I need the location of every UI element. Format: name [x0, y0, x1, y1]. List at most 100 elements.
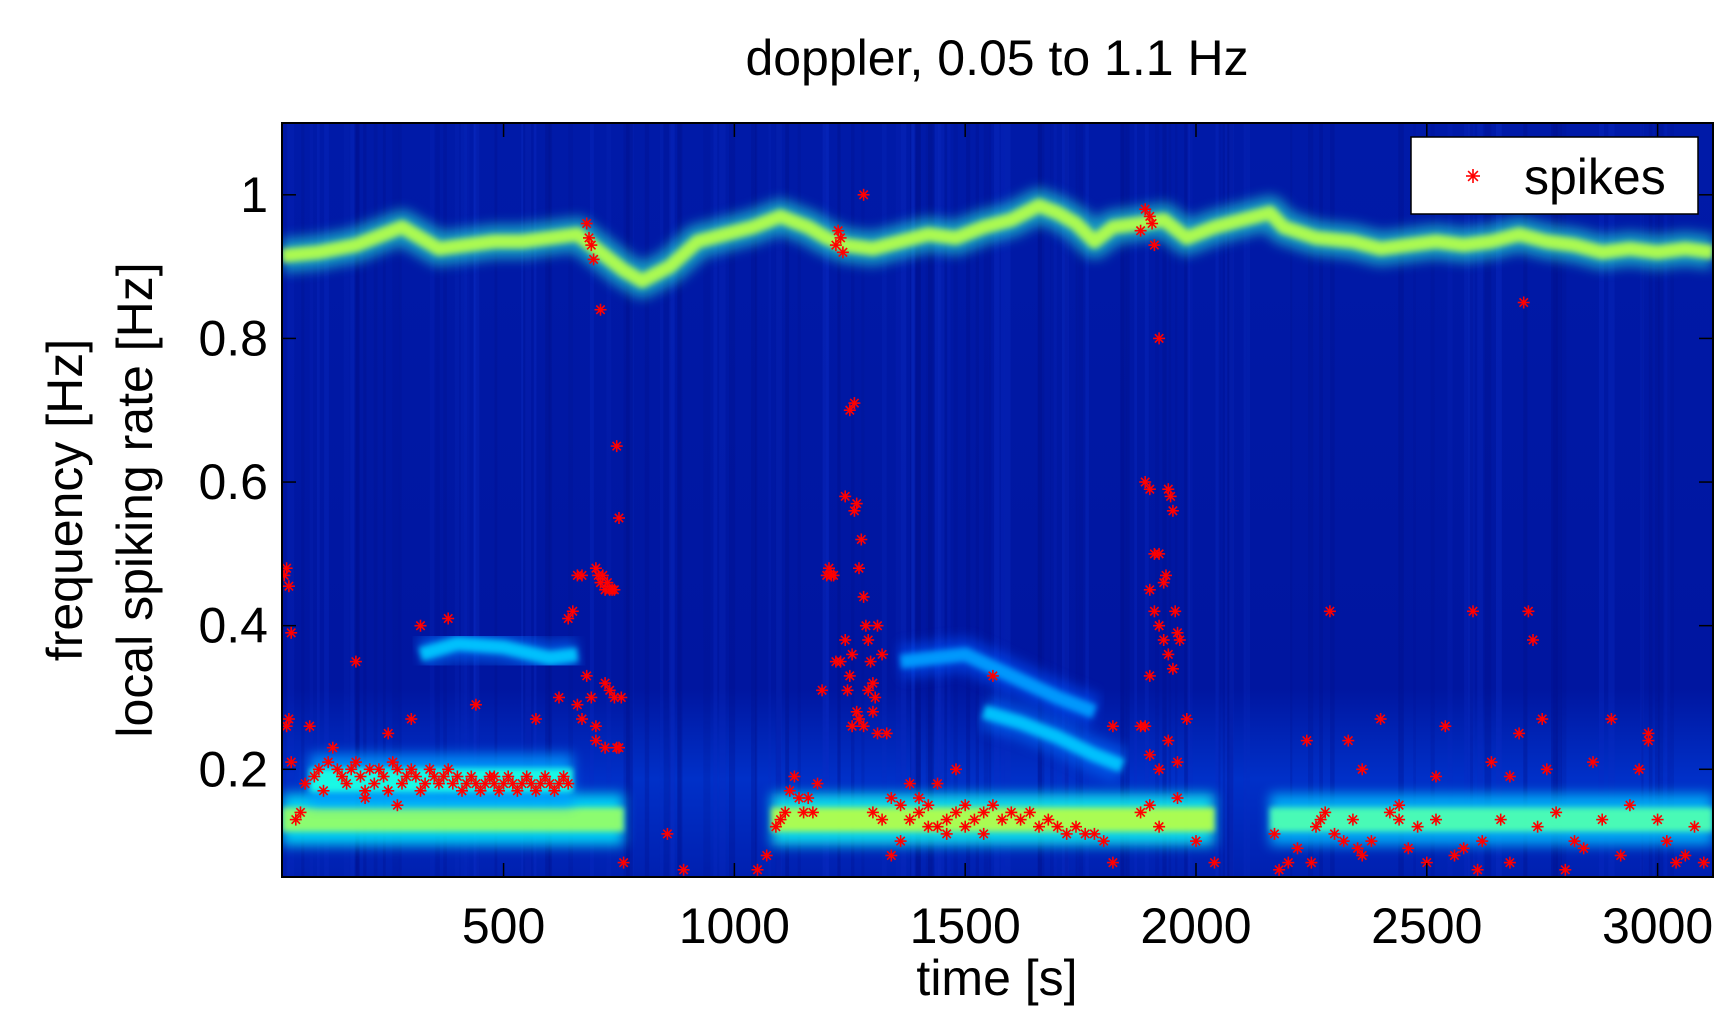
spike-marker — [846, 648, 859, 661]
texture-streak — [1064, 123, 1069, 877]
spike-marker — [405, 763, 418, 776]
spike-marker — [857, 720, 870, 733]
spike-marker — [326, 741, 339, 754]
spike-marker — [986, 799, 999, 812]
spike-marker — [469, 698, 482, 711]
spike-marker — [1153, 547, 1166, 560]
x-tick-label: 1500 — [910, 898, 1021, 954]
spike-marker — [615, 691, 628, 704]
spike-marker — [1577, 842, 1590, 855]
spike-marker — [959, 799, 972, 812]
spike-marker — [1536, 713, 1549, 725]
texture-streak — [373, 123, 378, 877]
spike-marker — [843, 669, 856, 682]
texture-streak — [775, 123, 781, 877]
spike-marker — [1160, 569, 1172, 582]
spike-marker — [1430, 770, 1442, 783]
spike-marker — [336, 770, 348, 783]
texture-streak — [988, 123, 992, 877]
texture-streak — [1467, 123, 1475, 877]
spike-marker — [1614, 849, 1627, 862]
spike-marker — [1051, 820, 1064, 833]
spike-marker — [1411, 820, 1424, 833]
spike-marker — [1106, 720, 1119, 733]
spike-marker — [1383, 806, 1396, 819]
texture-streak — [548, 123, 553, 877]
spike-marker — [1393, 813, 1406, 826]
spike-marker — [913, 792, 925, 804]
spike-marker — [1180, 713, 1193, 725]
spike-marker — [442, 612, 455, 625]
spike-marker — [1531, 820, 1544, 833]
texture-streak — [729, 123, 736, 877]
spike-marker — [340, 777, 353, 790]
texture-streak — [768, 123, 771, 877]
spike-marker — [857, 590, 870, 603]
spike-marker — [589, 734, 602, 747]
texture-streak — [925, 123, 933, 877]
texture-streak — [1050, 123, 1054, 877]
texture-streak — [589, 123, 594, 877]
x-axis: 500 1000 1500 2000 2500 3000 — [462, 123, 1713, 954]
spike-marker — [442, 763, 455, 776]
spike-marker — [661, 827, 674, 840]
texture-streak — [606, 123, 612, 877]
heatmap-bands — [282, 754, 1713, 846]
spike-marker — [866, 677, 879, 690]
spike-marker — [1153, 619, 1166, 632]
spike-marker — [1503, 770, 1516, 783]
spike-marker — [1550, 806, 1563, 819]
texture-streak — [1640, 123, 1644, 877]
spike-marker — [779, 806, 792, 819]
spike-marker — [1471, 863, 1484, 876]
texture-streak — [911, 123, 915, 877]
spike-marker — [587, 253, 600, 266]
texture-streak — [363, 123, 367, 877]
spike-marker — [1642, 734, 1655, 747]
texture-streak — [881, 123, 887, 877]
texture-streak — [1134, 123, 1137, 877]
spike-marker — [599, 741, 612, 754]
texture-streak — [324, 123, 329, 877]
spike-marker — [1134, 224, 1147, 237]
texture-streak — [1330, 123, 1335, 877]
spike-marker — [1688, 820, 1701, 833]
spike-marker — [294, 806, 307, 819]
spike-marker — [885, 792, 898, 804]
legend: spikes — [1410, 136, 1699, 215]
spike-marker — [751, 863, 764, 876]
spike-marker — [996, 813, 1009, 826]
texture-streak — [677, 123, 681, 877]
spike-marker — [846, 720, 859, 733]
spike-marker — [950, 806, 962, 819]
spike-marker — [423, 763, 436, 776]
spike-marker — [931, 820, 944, 833]
texture-streak — [1664, 123, 1671, 877]
texture-streak — [343, 123, 350, 877]
texture-streak — [1319, 123, 1323, 877]
spike-marker — [282, 713, 295, 725]
texture-streak — [1667, 123, 1674, 877]
spike-marker — [1146, 217, 1159, 230]
spike-marker — [1143, 799, 1156, 812]
spike-marker — [1190, 835, 1202, 848]
spike-marker — [1439, 720, 1452, 733]
texture-streak — [568, 123, 573, 877]
y-axis: 0.2 0.4 0.6 0.8 1 — [198, 167, 1713, 797]
spike-marker — [419, 777, 432, 790]
spike-marker — [303, 720, 316, 733]
spike-marker — [1522, 605, 1535, 618]
texture-streak — [464, 123, 470, 877]
spike-marker — [1679, 849, 1692, 862]
texture-streak — [1121, 123, 1127, 877]
spike-marker — [1559, 863, 1572, 876]
spike-marker — [502, 770, 515, 783]
spike-marker — [1605, 713, 1618, 725]
spike-marker — [432, 777, 445, 790]
spike-marker — [1014, 813, 1027, 826]
spike-marker — [1356, 849, 1369, 862]
spike-marker — [871, 619, 884, 632]
spike-marker — [816, 684, 829, 697]
spike-marker — [836, 246, 849, 259]
spike-marker — [857, 188, 870, 201]
